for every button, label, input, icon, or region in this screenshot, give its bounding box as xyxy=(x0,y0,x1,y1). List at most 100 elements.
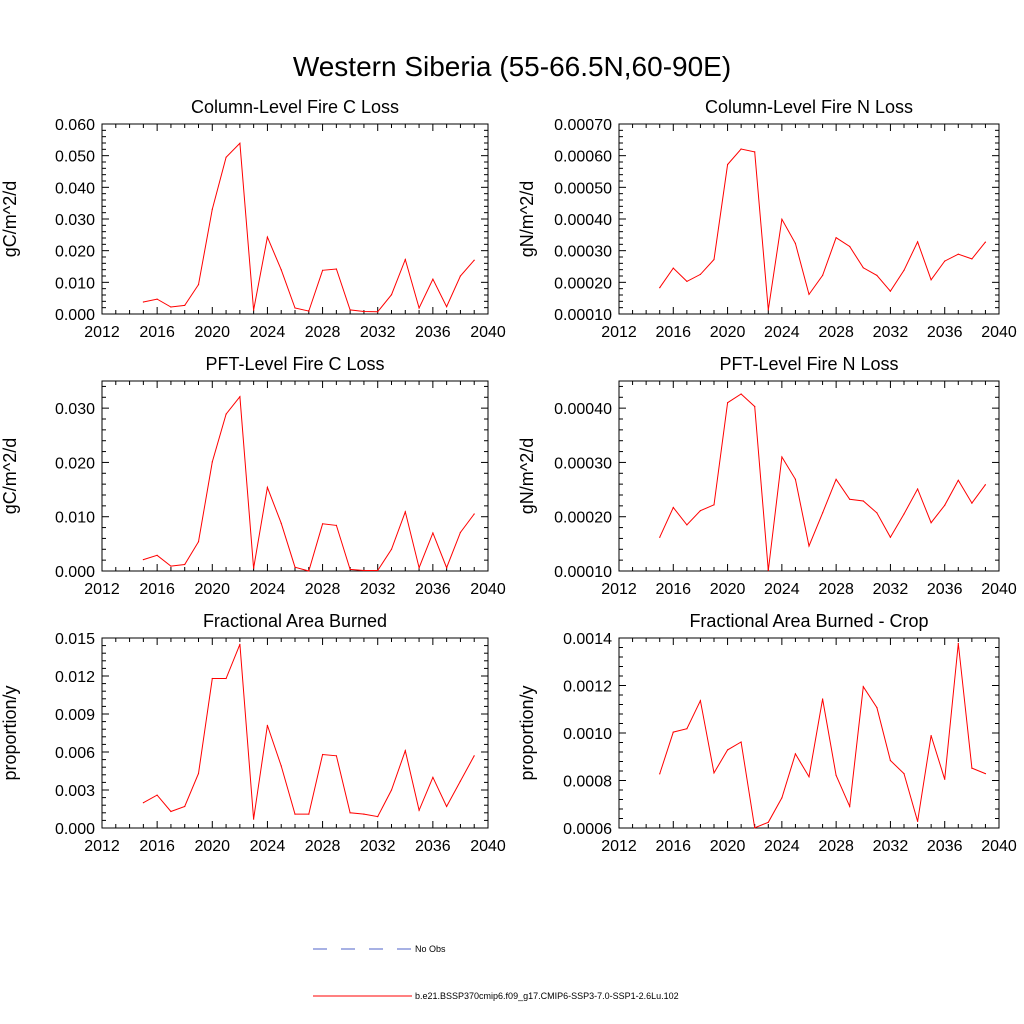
y-tick-label: 0.030 xyxy=(55,212,95,229)
x-tick-label: 2016 xyxy=(655,324,691,341)
data-point xyxy=(903,773,905,775)
data-point xyxy=(754,405,756,408)
data-point xyxy=(377,816,379,818)
y-tick-label: 0.0014 xyxy=(563,631,612,648)
y-tick-label: 0.009 xyxy=(55,707,95,724)
y-tick-label: 0.00030 xyxy=(554,244,612,261)
data-point xyxy=(699,510,702,512)
data-point xyxy=(322,523,324,525)
data-point xyxy=(156,298,158,300)
x-tick-label: 2036 xyxy=(927,324,963,341)
data-point xyxy=(239,396,241,398)
data-point xyxy=(363,813,365,815)
series-line xyxy=(143,644,475,820)
data-point xyxy=(672,506,674,509)
data-point xyxy=(917,820,919,823)
x-tick-label: 2020 xyxy=(710,324,746,341)
data-point xyxy=(459,531,461,534)
data-point xyxy=(903,513,905,515)
data-point xyxy=(781,456,783,458)
data-point xyxy=(835,774,837,776)
data-point xyxy=(713,772,715,774)
y-tick-label: 0.010 xyxy=(55,510,95,527)
data-point xyxy=(808,776,810,778)
data-point xyxy=(432,278,434,280)
data-point xyxy=(473,755,475,757)
data-point xyxy=(459,780,461,782)
legend-label-no-obs: No Obs xyxy=(415,944,446,954)
x-tick-label: 2028 xyxy=(818,324,854,341)
data-point xyxy=(767,309,769,311)
series-line xyxy=(143,395,475,572)
data-point xyxy=(418,567,420,569)
plot-frame xyxy=(618,123,1000,315)
data-point xyxy=(322,269,324,271)
data-point xyxy=(197,772,200,775)
data-point xyxy=(740,393,742,395)
series-line xyxy=(659,643,986,829)
y-tick-label: 0.00030 xyxy=(554,455,612,472)
data-point xyxy=(957,253,959,255)
x-tick-label: 2024 xyxy=(764,838,800,855)
x-tick-label: 2040 xyxy=(981,324,1017,341)
data-point xyxy=(156,794,158,796)
x-tick-label: 2020 xyxy=(710,838,746,855)
y-tick-label: 0.030 xyxy=(55,401,95,418)
x-tick-label: 2024 xyxy=(764,581,800,598)
data-point xyxy=(253,567,255,569)
x-tick-label: 2032 xyxy=(873,581,909,598)
data-point xyxy=(390,294,393,296)
x-tick-label: 2016 xyxy=(655,838,691,855)
x-tick-label: 2036 xyxy=(415,324,451,341)
y-tick-label: 0.040 xyxy=(55,180,95,197)
data-point xyxy=(957,642,959,645)
data-point xyxy=(822,274,824,276)
data-point xyxy=(266,486,268,488)
data-point xyxy=(280,522,282,524)
data-point xyxy=(239,643,241,645)
x-tick-label: 2032 xyxy=(360,838,396,855)
x-tick-label: 2036 xyxy=(927,581,963,598)
data-point xyxy=(944,778,946,780)
y-tick-label: 0.003 xyxy=(55,783,95,800)
x-tick-label: 2040 xyxy=(470,581,506,598)
data-point xyxy=(473,513,475,515)
data-point xyxy=(672,267,674,269)
x-tick-label: 2028 xyxy=(305,581,341,598)
data-point xyxy=(808,293,810,295)
x-tick-label: 2032 xyxy=(360,324,396,341)
y-tick-label: 0.00040 xyxy=(554,212,612,229)
y-axis-label: gC/m^2/d xyxy=(0,181,20,257)
data-point xyxy=(225,156,227,158)
data-point xyxy=(849,805,851,808)
y-axis-label: gC/m^2/d xyxy=(0,438,20,514)
data-point xyxy=(432,776,434,778)
data-point xyxy=(294,566,296,568)
data-point xyxy=(822,698,824,700)
data-point xyxy=(984,773,987,775)
data-point xyxy=(349,568,351,571)
data-point xyxy=(184,805,186,808)
data-point xyxy=(459,275,461,277)
data-point xyxy=(211,461,213,463)
data-point xyxy=(363,569,365,572)
chart-panel-3: 2012 2016 2020 2024 2028 2032 2036 2040 0.000 0.0… xyxy=(0,354,506,598)
data-point xyxy=(903,269,905,271)
y-tick-label: 0.010 xyxy=(55,275,95,292)
x-tick-label: 2040 xyxy=(470,838,506,855)
y-axis-label: proportion/y xyxy=(517,685,537,780)
panel-title: Fractional Area Burned - Crop xyxy=(689,611,928,631)
data-point xyxy=(740,741,742,743)
data-point xyxy=(930,522,932,524)
series-line xyxy=(143,142,475,313)
x-tick-label: 2020 xyxy=(194,324,230,341)
data-point xyxy=(266,724,268,727)
y-tick-label: 0.00010 xyxy=(554,564,612,581)
data-point xyxy=(686,280,688,282)
x-tick-label: 2024 xyxy=(250,838,286,855)
data-point xyxy=(266,236,268,238)
data-point xyxy=(197,541,200,543)
y-tick-label: 0.060 xyxy=(55,117,95,134)
data-point xyxy=(211,208,213,210)
data-point xyxy=(794,753,797,755)
